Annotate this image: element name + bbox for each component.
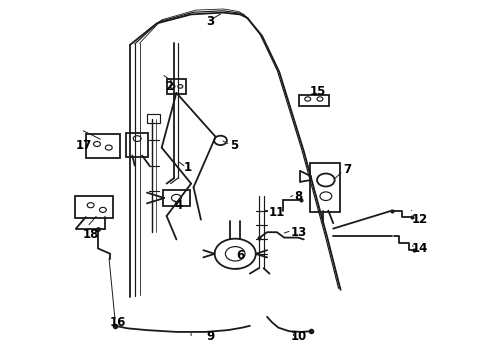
Text: 1: 1 bbox=[184, 161, 192, 174]
Text: 10: 10 bbox=[291, 330, 307, 343]
Text: 13: 13 bbox=[291, 226, 307, 239]
Text: 4: 4 bbox=[174, 199, 182, 212]
Text: 9: 9 bbox=[207, 330, 215, 343]
Text: 2: 2 bbox=[166, 80, 174, 93]
Text: 12: 12 bbox=[412, 213, 428, 226]
Text: 8: 8 bbox=[294, 190, 302, 203]
Text: 16: 16 bbox=[109, 316, 126, 329]
Text: 7: 7 bbox=[343, 163, 351, 176]
Text: 6: 6 bbox=[236, 249, 244, 262]
Text: 3: 3 bbox=[207, 15, 215, 28]
Text: 15: 15 bbox=[309, 85, 326, 98]
Text: 18: 18 bbox=[82, 228, 99, 240]
Text: 5: 5 bbox=[230, 139, 239, 152]
Text: 11: 11 bbox=[269, 206, 285, 219]
Text: 17: 17 bbox=[76, 139, 93, 152]
Text: 14: 14 bbox=[412, 242, 428, 255]
